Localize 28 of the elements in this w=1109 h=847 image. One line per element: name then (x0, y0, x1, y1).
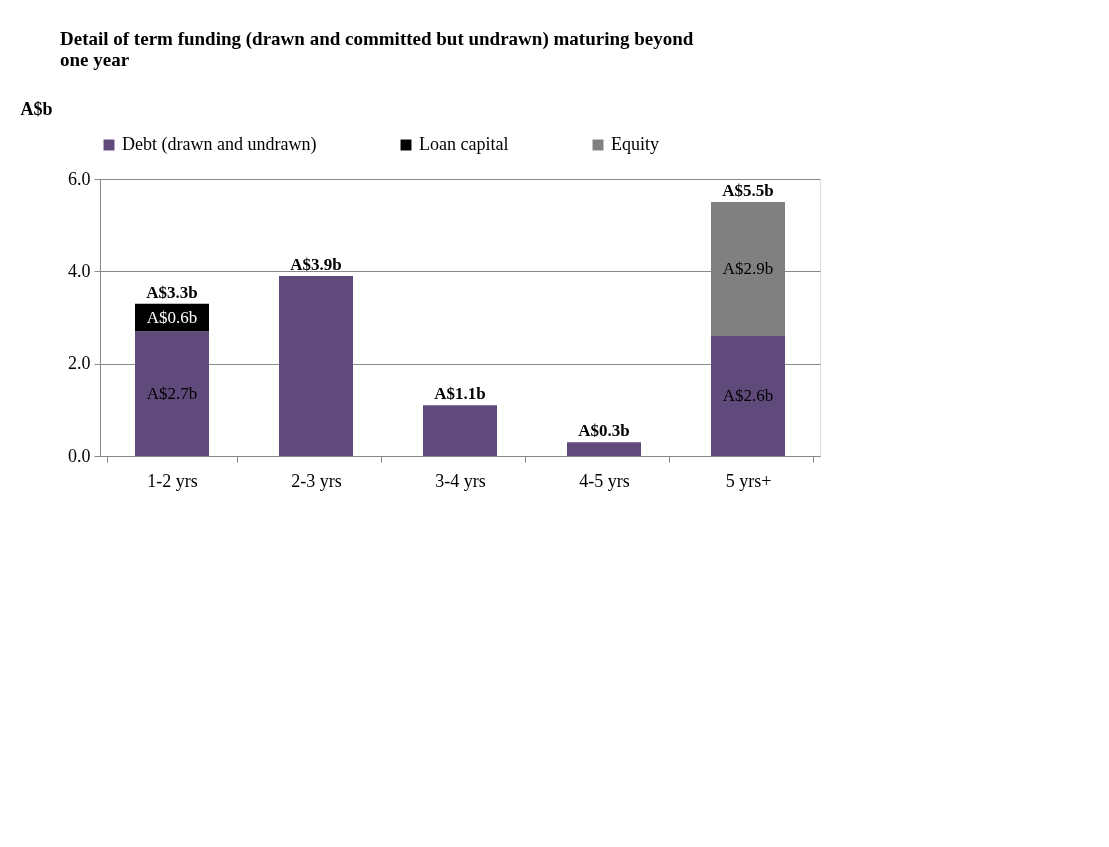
legend-label: Loan capital (419, 134, 509, 154)
y-tick-label: 2.0 (68, 353, 91, 374)
x-tick-label: 3-4 yrs (435, 470, 486, 491)
data-label: A$2.7b (146, 383, 198, 403)
total-label: A$3.3b (146, 282, 198, 302)
x-tick-label: 4-5 yrs (579, 470, 630, 491)
bar (711, 335, 785, 456)
total-label: A$1.1b (434, 384, 486, 404)
y-tick-label: 6.0 (68, 168, 91, 189)
bar (423, 405, 497, 456)
legend-label: Equity (611, 134, 659, 154)
total-label: A$5.5b (722, 181, 774, 201)
total-label: A$3.9b (290, 254, 342, 274)
legend-label: Debt (drawn and undrawn) (122, 134, 317, 155)
data-label: A$2.6b (722, 385, 774, 405)
y-axis-title: A$b (20, 98, 53, 119)
bar (135, 331, 209, 456)
bar (567, 442, 641, 456)
x-tick-label: 5 yrs+ (725, 470, 772, 491)
total-label: A$0.3b (578, 421, 630, 441)
data-label: A$2.9b (722, 259, 774, 279)
y-tick-label: 0.0 (68, 445, 91, 466)
chart-title: Detail of term funding (drawn and committed but undrawn) maturing beyond one year (60, 28, 694, 70)
y-tick-label: 4.0 (68, 260, 91, 281)
bar (279, 275, 353, 456)
x-tick-label: 1-2 yrs (147, 470, 198, 491)
x-tick-label: 2-3 yrs (291, 470, 342, 491)
data-label: A$0.6b (146, 307, 198, 327)
